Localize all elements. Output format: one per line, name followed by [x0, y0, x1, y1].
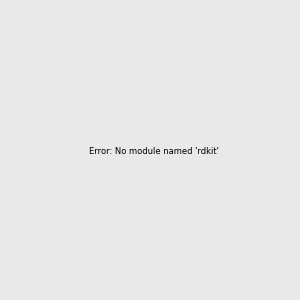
- Text: Error: No module named 'rdkit': Error: No module named 'rdkit': [89, 147, 219, 156]
